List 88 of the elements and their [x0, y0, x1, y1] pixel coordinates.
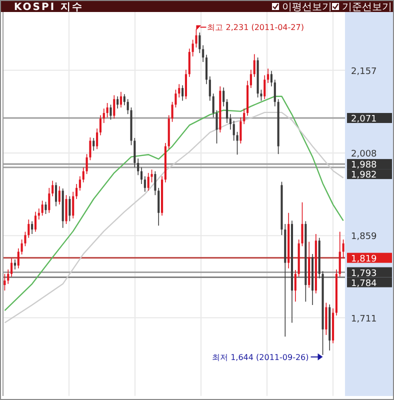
candlestick [198, 32, 201, 54]
candlestick [137, 158, 140, 176]
chart-title: KOSPI 지수 [14, 2, 84, 13]
candlestick [96, 128, 98, 150]
candlestick [216, 110, 218, 144]
candlestick [232, 120, 235, 142]
candlestick [274, 79, 276, 107]
candlestick [270, 70, 272, 87]
candlestick [342, 239, 344, 259]
candlestick [41, 200, 44, 216]
candlestick [126, 98, 129, 115]
candlestick [123, 94, 126, 106]
candlestick [208, 76, 211, 102]
candlestick [205, 54, 208, 85]
candlestick [253, 54, 256, 78]
candlestick [240, 117, 242, 144]
candlestick [174, 89, 177, 108]
candlestick [106, 102, 108, 118]
candlestick [113, 94, 116, 119]
ref-line-label: 1,988 [351, 160, 378, 171]
y-tick-label: 2,008 [351, 149, 378, 160]
candlestick [134, 138, 136, 168]
annotation: 최고 2,231 (2011-04-27) [207, 23, 304, 32]
candlestick [147, 172, 150, 192]
candlestick [24, 231, 26, 247]
candlestick [65, 194, 68, 224]
candlestick [102, 108, 105, 124]
candlestick [325, 302, 328, 336]
candlestick [120, 92, 122, 108]
candlestick [52, 180, 54, 197]
annotation: 이평선보기 [282, 2, 332, 13]
candlestick [192, 39, 194, 57]
candlestick [4, 274, 6, 291]
ref-line-label: 2,071 [351, 114, 377, 124]
candlestick [58, 186, 60, 205]
candlestick [182, 84, 184, 102]
candlestick [140, 166, 143, 184]
candlestick [294, 270, 296, 302]
candlestick [72, 191, 74, 219]
candlestick [178, 84, 180, 98]
candlestick [76, 184, 78, 200]
ref-line-label: 1,982 [351, 170, 377, 181]
candlestick [264, 74, 266, 100]
ref-line-label: 1,793 [351, 268, 377, 279]
candlestick [86, 154, 88, 174]
candlestick [250, 69, 252, 88]
candlestick [110, 104, 112, 120]
y-tick-label: 2,157 [351, 66, 377, 77]
candlestick [229, 114, 232, 130]
candlestick [195, 28, 198, 48]
candlestick [188, 48, 190, 78]
candlestick [89, 137, 92, 161]
candlestick [226, 98, 228, 124]
candlestick [54, 182, 58, 207]
y-tick-label: 1,711 [351, 314, 377, 324]
candlestick [243, 108, 246, 124]
candlestick [202, 44, 204, 62]
annotation: 기준선보기 [342, 2, 392, 13]
candlestick [158, 188, 160, 226]
candlestick [48, 188, 50, 214]
candlestick [10, 258, 13, 278]
candlestick [34, 211, 37, 232]
candlestick [116, 96, 119, 109]
ref-line-label: 1,784 [351, 278, 378, 289]
candlestick [184, 69, 187, 100]
candlestick [7, 269, 10, 284]
candlestick [20, 239, 23, 255]
ref-line-label: 1,819 [351, 254, 378, 264]
candlestick [31, 220, 34, 234]
annotation: 최저 1,644 (2011-09-26) [212, 352, 309, 362]
candlestick [17, 248, 20, 269]
candlestick [171, 101, 174, 122]
candlestick [212, 93, 214, 118]
candlestick [44, 201, 47, 214]
candlestick [99, 114, 102, 136]
candlestick [301, 202, 304, 247]
y-tick-label: 1,859 [351, 232, 378, 242]
candlestick [68, 196, 71, 222]
candlestick [338, 231, 341, 278]
candlestick [82, 166, 84, 183]
candlestick [267, 68, 270, 84]
candlestick [154, 170, 156, 196]
candlestick [78, 176, 81, 192]
candlestick [222, 87, 225, 107]
candlestick [260, 89, 262, 102]
candlestick [144, 176, 146, 192]
candlestick [28, 219, 30, 238]
candlestick [92, 138, 95, 152]
